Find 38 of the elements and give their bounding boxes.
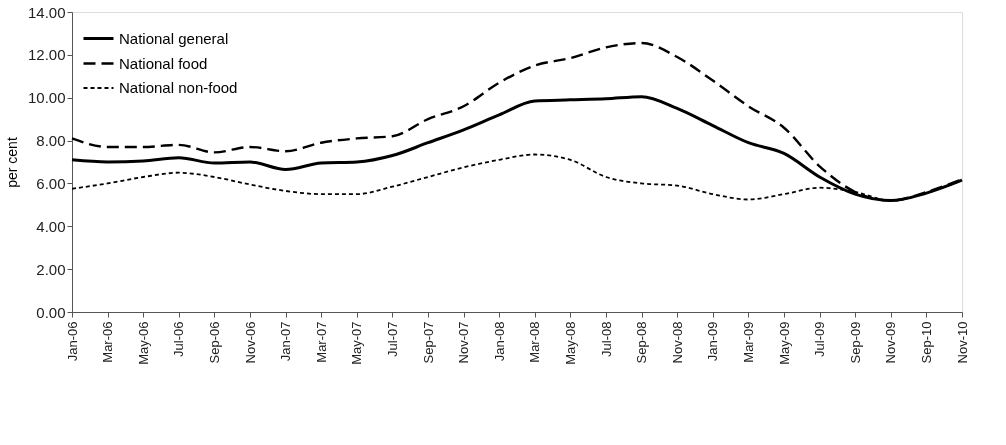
x-tick-label: Mar-06 (100, 321, 116, 363)
x-tick-label: Mar-08 (527, 321, 543, 363)
x-tick-label: Jan-08 (491, 321, 507, 362)
y-tick-label: 6.00 (36, 174, 66, 192)
y-tick-label: 10.00 (27, 89, 66, 107)
x-tick-label: Sep-08 (634, 321, 650, 364)
x-tick-label: May-06 (135, 321, 151, 365)
x-tick-label: May-08 (562, 321, 578, 365)
legend-label: National general (119, 29, 229, 47)
x-tick-label: Sep-06 (206, 321, 222, 364)
x-tick-label: Nov-07 (456, 321, 472, 364)
x-tick-label: May-09 (776, 321, 792, 365)
y-tick-label: 14.00 (27, 3, 66, 21)
y-tick-label: 4.00 (36, 217, 66, 235)
x-tick-label: Nov-06 (242, 321, 258, 364)
x-tick-label: Jul-09 (812, 321, 828, 357)
x-tick-label: Nov-09 (883, 321, 899, 364)
x-tick-label: Sep-07 (420, 321, 436, 364)
y-axis-title: per cent (3, 137, 20, 188)
y-tick-label: 8.00 (36, 132, 66, 150)
x-tick-label: Jul-07 (384, 321, 400, 357)
y-tick-label: 2.00 (36, 260, 66, 278)
x-tick-label: May-07 (349, 321, 365, 365)
x-tick-label: Sep-10 (918, 321, 934, 364)
legend-label: National food (119, 54, 208, 72)
x-tick-label: Jan-07 (278, 321, 294, 362)
x-tick-label: Nov-10 (954, 321, 970, 364)
y-tick-label: 12.00 (27, 46, 66, 64)
x-tick-label: Mar-09 (740, 321, 756, 363)
x-tick-label: Jan-06 (64, 321, 80, 362)
x-tick-label: Jul-08 (598, 321, 614, 357)
x-tick-label: Mar-07 (313, 321, 329, 363)
y-tick-label: 0.00 (36, 303, 66, 321)
legend-label: National non-food (119, 79, 238, 96)
x-tick-label: Nov-08 (669, 321, 685, 364)
x-tick-label: Jan-09 (705, 321, 721, 362)
x-tick-label: Jul-06 (171, 321, 187, 357)
x-tick-label: Sep-09 (847, 321, 863, 364)
